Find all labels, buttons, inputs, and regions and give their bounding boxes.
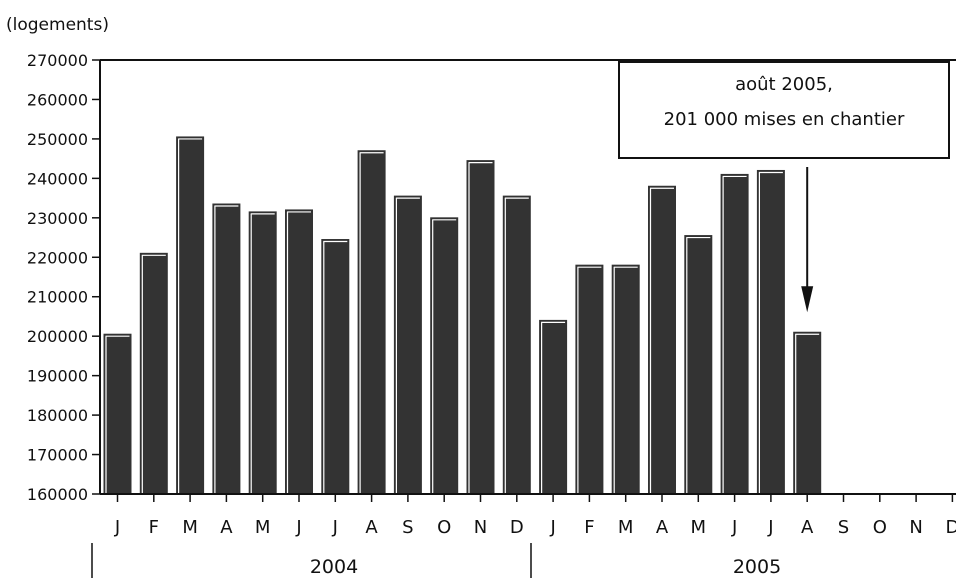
month-label: D — [510, 517, 524, 538]
month-label: N — [474, 517, 487, 538]
month-label: M — [182, 517, 198, 538]
bar — [249, 212, 276, 494]
y-tick-label: 250000 — [27, 130, 88, 149]
bar — [576, 265, 603, 494]
y-tick-label: 260000 — [27, 90, 88, 109]
month-label: J — [731, 517, 737, 538]
bar — [612, 265, 639, 494]
bar — [685, 236, 712, 494]
month-label: O — [873, 517, 887, 538]
bar — [322, 240, 349, 494]
month-label: O — [437, 517, 451, 538]
bar — [721, 174, 748, 494]
y-tick-label: 210000 — [27, 288, 88, 307]
y-tick-label: 180000 — [27, 406, 88, 425]
y-tick-label: 270000 — [27, 51, 88, 70]
annotation-line-1: août 2005, — [735, 74, 833, 95]
month-label: F — [149, 517, 159, 538]
y-tick-label: 230000 — [27, 209, 88, 228]
bar — [757, 170, 784, 494]
month-label: N — [909, 517, 922, 538]
bars — [104, 137, 821, 494]
y-tick-label: 190000 — [27, 367, 88, 386]
y-tick-label: 170000 — [27, 446, 88, 465]
y-tick-label: 200000 — [27, 327, 88, 346]
y-tick-label: 160000 — [27, 485, 88, 504]
month-label: M — [255, 517, 271, 538]
bar — [649, 186, 676, 494]
month-label: M — [691, 517, 707, 538]
month-label: J — [114, 517, 120, 538]
bar — [794, 332, 821, 494]
month-label: M — [618, 517, 634, 538]
bar — [503, 196, 530, 494]
month-label: A — [656, 517, 669, 538]
month-label: F — [584, 517, 594, 538]
bar — [213, 204, 240, 494]
annotation-line-2: 201 000 mises en chantier — [664, 109, 905, 130]
month-label: D — [945, 517, 956, 538]
annotation-arrow-head — [801, 286, 813, 312]
bar — [358, 151, 385, 494]
bar — [467, 161, 494, 494]
month-label: J — [767, 517, 773, 538]
month-label: S — [402, 517, 413, 538]
month-label: J — [332, 517, 338, 538]
bar — [140, 253, 167, 494]
month-label: J — [549, 517, 555, 538]
bar — [104, 334, 131, 494]
year-label: 2005 — [733, 556, 781, 578]
month-label: S — [838, 517, 849, 538]
bar — [286, 210, 313, 494]
x-axis: J F M A M J J A S O N D J F M A M J J A S O N D 2004 2005 — [92, 494, 956, 578]
y-tick-label: 240000 — [27, 169, 88, 188]
bar — [540, 320, 567, 494]
unit-label: (logements) — [6, 15, 109, 35]
month-label: J — [295, 517, 301, 538]
bar — [177, 137, 204, 494]
bar — [431, 218, 458, 494]
year-label: 2004 — [310, 556, 358, 578]
bar — [394, 196, 421, 494]
month-label: A — [801, 517, 814, 538]
month-label: A — [365, 517, 378, 538]
y-tick-label: 220000 — [27, 248, 88, 267]
month-label: A — [220, 517, 233, 538]
